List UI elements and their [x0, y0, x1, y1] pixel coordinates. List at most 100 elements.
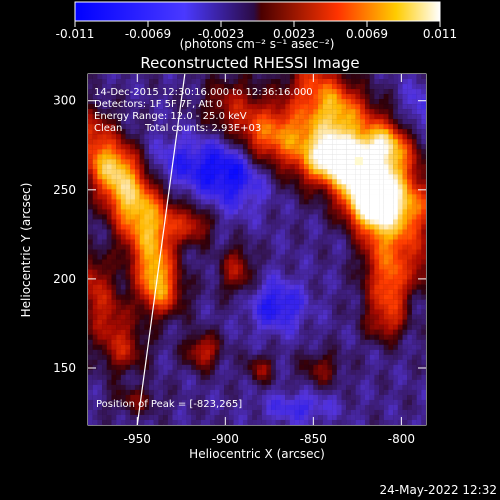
- heatmap-cell: [327, 194, 333, 200]
- heatmap-cell: [224, 164, 229, 170]
- heatmap-cell: [163, 229, 168, 235]
- heatmap-cell: [341, 319, 347, 325]
- heatmap-cell: [388, 204, 394, 210]
- heatmap-cell: [149, 109, 154, 115]
- heatmap-cell: [285, 174, 291, 180]
- heatmap-cell: [134, 264, 140, 270]
- heatmap-cell: [369, 294, 375, 300]
- heatmap-cell: [177, 199, 183, 205]
- heatmap-cell: [247, 364, 253, 370]
- heatmap-cell: [411, 149, 417, 155]
- heatmap-cell: [388, 254, 394, 260]
- heatmap-cell: [120, 394, 126, 401]
- heatmap-cell: [92, 234, 98, 240]
- heatmap-cell: [233, 344, 239, 350]
- heatmap-cell: [416, 359, 422, 365]
- heatmap-cell: [200, 199, 206, 205]
- heatmap-cell: [257, 409, 262, 416]
- heatmap-cell: [144, 284, 150, 290]
- heatmap-cell: [285, 74, 291, 80]
- heatmap-cell: [219, 144, 225, 150]
- heatmap-cell: [149, 254, 154, 260]
- heatmap-cell: [261, 349, 267, 355]
- heatmap-cell: [181, 249, 187, 255]
- heatmap-cell: [322, 104, 328, 110]
- heatmap-cell: [88, 354, 93, 360]
- heatmap-cell: [393, 314, 398, 320]
- heatmap-cell: [416, 389, 422, 396]
- heatmap-cell: [369, 289, 375, 295]
- heatmap-cell: [214, 79, 220, 85]
- heatmap-cell: [393, 374, 398, 381]
- heatmap-cell: [318, 114, 323, 120]
- heatmap-cell: [228, 234, 234, 240]
- heatmap-cell: [200, 99, 206, 105]
- heatmap-cell: [275, 99, 281, 105]
- heatmap-cell: [327, 189, 333, 195]
- heatmap-cell: [393, 344, 398, 350]
- heatmap-cell: [303, 294, 309, 300]
- heatmap-cell: [261, 224, 267, 230]
- heatmap-cell: [205, 74, 211, 80]
- heatmap-cell: [285, 379, 291, 386]
- heatmap-cell: [149, 264, 154, 270]
- heatmap-cell: [228, 334, 234, 340]
- heatmap-cell: [163, 384, 168, 391]
- heatmap-cell: [308, 154, 314, 160]
- heatmap-cell: [397, 269, 403, 275]
- heatmap-cell: [355, 179, 361, 185]
- heatmap-cell: [219, 129, 225, 135]
- heatmap-cell: [393, 174, 398, 180]
- heatmap-cell: [247, 154, 253, 160]
- heatmap-cell: [402, 329, 408, 335]
- heatmap-cell: [149, 349, 154, 355]
- heatmap-cell: [355, 89, 361, 95]
- heatmap-cell: [195, 94, 201, 100]
- heatmap-cell: [111, 254, 117, 260]
- heatmap-cell: [163, 204, 168, 210]
- heatmap-cell: [364, 324, 370, 330]
- heatmap-cell: [134, 349, 140, 355]
- heatmap-cell: [172, 99, 178, 105]
- heatmap-cell: [130, 334, 136, 340]
- heatmap-cell: [153, 219, 159, 225]
- heatmap-cell: [355, 129, 361, 135]
- heatmap-cell: [271, 194, 276, 200]
- heatmap-cell: [360, 279, 366, 285]
- heatmap-cell: [313, 329, 319, 335]
- heatmap-cell: [407, 164, 413, 170]
- heatmap-cell: [322, 244, 328, 250]
- heatmap-cell: [200, 404, 206, 411]
- heatmap-cell: [247, 389, 253, 396]
- heatmap-cell: [275, 294, 281, 300]
- heatmap-cell: [88, 309, 93, 315]
- heatmap-cell: [388, 199, 394, 205]
- heatmap-cell: [228, 89, 234, 95]
- heatmap-cell: [421, 244, 426, 250]
- heatmap-cell: [120, 314, 126, 320]
- heatmap-cell: [163, 99, 168, 105]
- heatmap-cell: [139, 359, 145, 365]
- heatmap-cell: [336, 104, 342, 110]
- heatmap-cell: [134, 364, 140, 370]
- heatmap-cell: [355, 94, 361, 100]
- heatmap-cell: [360, 184, 366, 190]
- heatmap-cell: [332, 354, 337, 360]
- heatmap-cell: [97, 109, 103, 115]
- heatmap-cell: [186, 134, 192, 140]
- heatmap-cell: [322, 154, 328, 160]
- heatmap-cell: [247, 199, 253, 205]
- heatmap-cell: [134, 384, 140, 391]
- heatmap-cell: [219, 259, 225, 265]
- heatmap-cell: [285, 384, 291, 391]
- heatmap-cell: [120, 104, 126, 110]
- heatmap-cell: [181, 139, 187, 145]
- heatmap-cell: [285, 194, 291, 200]
- heatmap-cell: [233, 274, 239, 280]
- heatmap-cell: [271, 389, 276, 396]
- heatmap-cell: [364, 414, 370, 421]
- heatmap-cell: [219, 314, 225, 320]
- heatmap-cell: [167, 174, 173, 180]
- heatmap-cell: [139, 244, 145, 250]
- heatmap-cell: [210, 164, 215, 170]
